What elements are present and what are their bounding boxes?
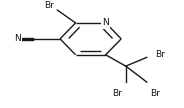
Text: Br: Br bbox=[155, 50, 165, 59]
Text: Br: Br bbox=[150, 89, 160, 98]
Text: N: N bbox=[14, 34, 20, 43]
Text: Br: Br bbox=[44, 1, 54, 10]
Text: N: N bbox=[102, 18, 109, 27]
Text: Br: Br bbox=[112, 89, 122, 98]
